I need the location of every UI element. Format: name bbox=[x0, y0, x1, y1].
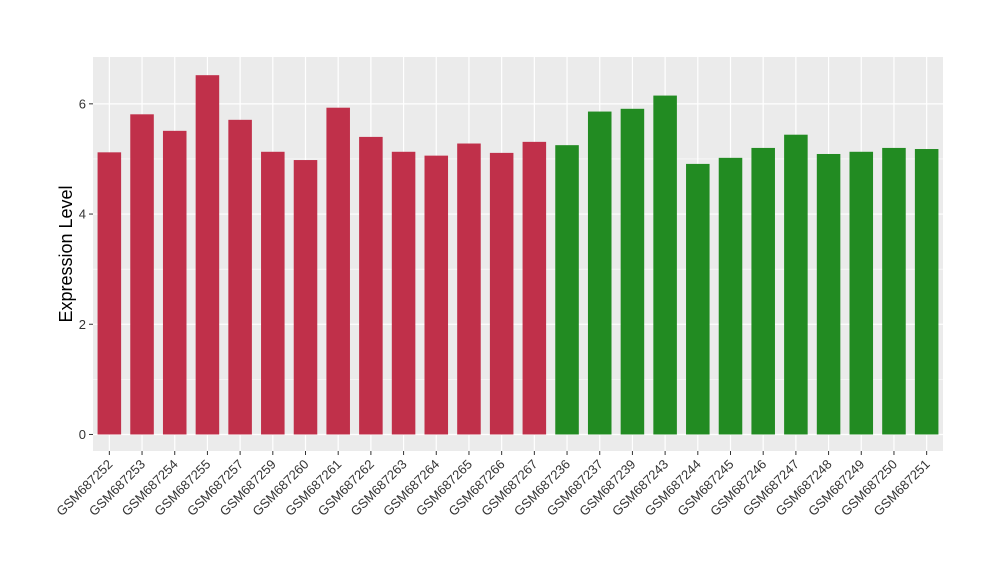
bar-GSM687257 bbox=[228, 119, 252, 435]
bar-GSM687247 bbox=[784, 134, 808, 435]
y-tick-label: 6 bbox=[79, 96, 86, 111]
bar-GSM687248 bbox=[816, 153, 841, 435]
bar-GSM687260 bbox=[293, 160, 318, 435]
bar-GSM687265 bbox=[457, 143, 481, 435]
x-axis: GSM687252GSM687253GSM687254GSM687255GSM6… bbox=[53, 451, 933, 519]
bar-GSM687266 bbox=[489, 152, 514, 435]
bar-GSM687254 bbox=[162, 130, 187, 435]
bar-GSM687261 bbox=[326, 107, 350, 435]
y-tick-label: 0 bbox=[79, 427, 86, 442]
bar-GSM687251 bbox=[914, 149, 939, 435]
y-tick-label: 4 bbox=[79, 207, 86, 222]
bar-GSM687263 bbox=[391, 151, 416, 435]
bar-GSM687267 bbox=[522, 141, 547, 435]
plot-panel bbox=[93, 57, 943, 451]
bar-GSM687264 bbox=[424, 155, 449, 435]
bar-GSM687259 bbox=[261, 151, 285, 435]
bars bbox=[97, 75, 939, 435]
y-tick-label: 2 bbox=[79, 317, 86, 332]
bar-GSM687239 bbox=[620, 108, 645, 435]
bar-GSM687245 bbox=[718, 157, 743, 435]
y-axis: 0 2 4 6 bbox=[79, 96, 93, 442]
bar-GSM687249 bbox=[849, 151, 874, 435]
bar-GSM687243 bbox=[653, 95, 677, 435]
bar-GSM687250 bbox=[882, 147, 906, 435]
bar-GSM687253 bbox=[130, 114, 154, 435]
bar-GSM687244 bbox=[686, 163, 710, 435]
bar-GSM687252 bbox=[97, 152, 122, 435]
bar-GSM687246 bbox=[751, 147, 775, 435]
bar-GSM687237 bbox=[587, 111, 612, 435]
bar-GSM687262 bbox=[359, 136, 383, 435]
y-axis-title: Expression Level bbox=[56, 185, 76, 322]
bar-GSM687236 bbox=[555, 145, 579, 435]
bar-GSM687255 bbox=[195, 75, 220, 435]
